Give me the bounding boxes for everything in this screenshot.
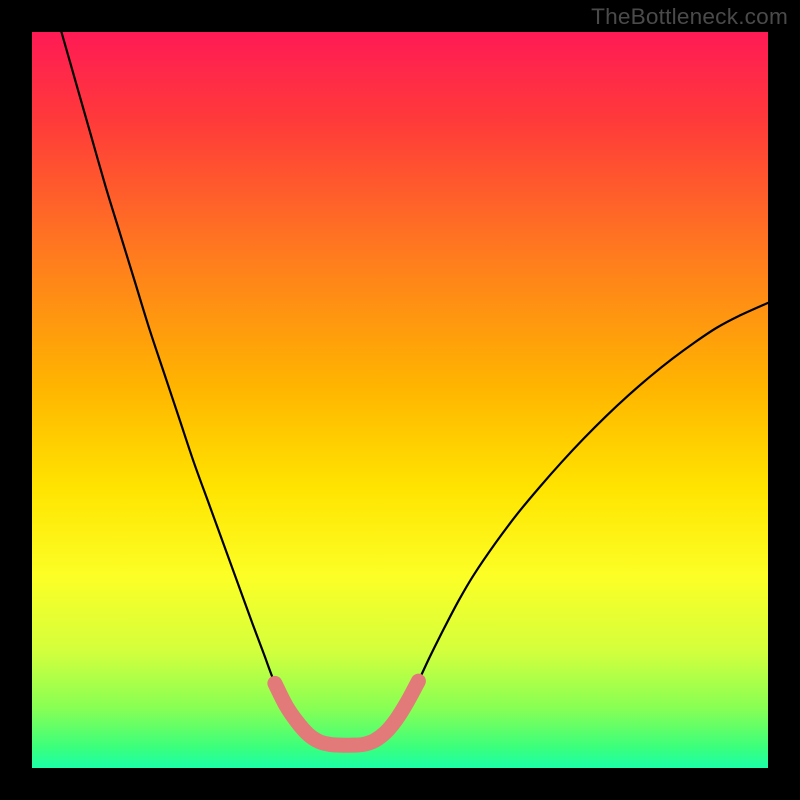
watermark-text: TheBottleneck.com <box>591 4 788 30</box>
chart-gradient-background <box>32 32 768 768</box>
bottleneck-curve-chart <box>0 0 800 800</box>
